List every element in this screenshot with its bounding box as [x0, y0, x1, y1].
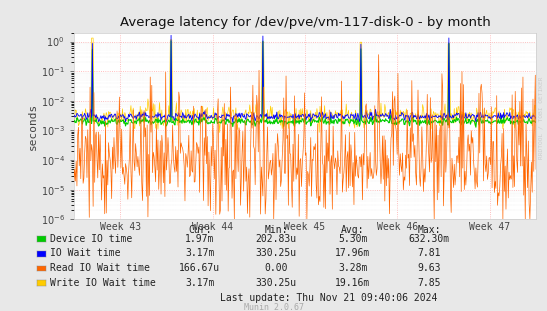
Text: Min:: Min:: [265, 225, 288, 234]
Text: 19.16m: 19.16m: [335, 278, 370, 288]
Text: Device IO time: Device IO time: [50, 234, 132, 244]
Text: Munin 2.0.67: Munin 2.0.67: [243, 304, 304, 311]
Text: 7.85: 7.85: [418, 278, 441, 288]
Text: 632.30m: 632.30m: [409, 234, 450, 244]
Title: Average latency for /dev/pve/vm-117-disk-0 - by month: Average latency for /dev/pve/vm-117-disk…: [120, 16, 490, 29]
Text: Write IO Wait time: Write IO Wait time: [50, 278, 156, 288]
Text: RRDTOOL / TOBI OETIKER: RRDTOOL / TOBI OETIKER: [538, 77, 543, 160]
Text: 202.83u: 202.83u: [255, 234, 297, 244]
Text: Avg:: Avg:: [341, 225, 364, 234]
Text: 5.30m: 5.30m: [338, 234, 368, 244]
Text: 166.67u: 166.67u: [179, 263, 220, 273]
Text: 1.97m: 1.97m: [185, 234, 214, 244]
Y-axis label: seconds: seconds: [28, 102, 38, 150]
Text: 330.25u: 330.25u: [255, 278, 297, 288]
Text: 7.81: 7.81: [418, 248, 441, 258]
Text: 3.17m: 3.17m: [185, 278, 214, 288]
Text: Max:: Max:: [418, 225, 441, 234]
Text: Last update: Thu Nov 21 09:40:06 2024: Last update: Thu Nov 21 09:40:06 2024: [219, 293, 437, 303]
Text: 3.28m: 3.28m: [338, 263, 368, 273]
Text: IO Wait time: IO Wait time: [50, 248, 121, 258]
Text: 3.17m: 3.17m: [185, 248, 214, 258]
Text: 0.00: 0.00: [265, 263, 288, 273]
Text: 9.63: 9.63: [418, 263, 441, 273]
Text: Cur:: Cur:: [188, 225, 211, 234]
Text: 17.96m: 17.96m: [335, 248, 370, 258]
Text: Read IO Wait time: Read IO Wait time: [50, 263, 150, 273]
Text: 330.25u: 330.25u: [255, 248, 297, 258]
